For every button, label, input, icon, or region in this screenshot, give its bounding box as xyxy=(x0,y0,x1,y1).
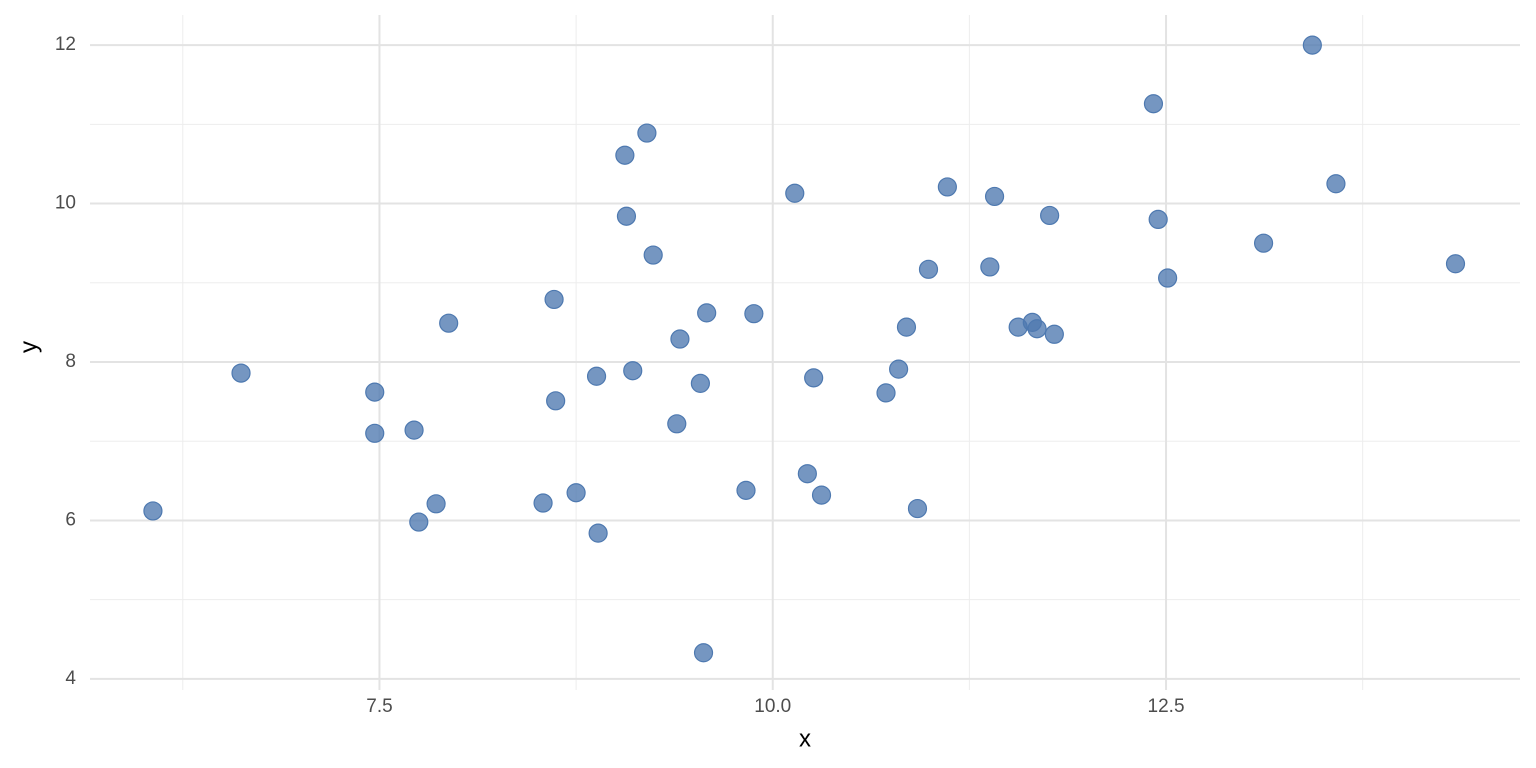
point xyxy=(1148,209,1168,230)
point xyxy=(426,494,446,514)
point xyxy=(439,313,459,333)
point xyxy=(1040,205,1060,226)
point xyxy=(1044,324,1064,344)
point xyxy=(1027,319,1047,339)
point xyxy=(667,414,687,434)
y-tick-label: 10 xyxy=(55,193,76,214)
point xyxy=(231,363,251,383)
point xyxy=(1445,254,1466,274)
point xyxy=(889,359,909,379)
point xyxy=(616,206,637,226)
point xyxy=(637,123,657,143)
point xyxy=(404,420,424,440)
point xyxy=(918,259,939,279)
point xyxy=(1253,233,1274,253)
point xyxy=(615,145,635,165)
point xyxy=(546,391,566,411)
x-tick-label: 12.5 xyxy=(1148,696,1185,717)
point xyxy=(586,366,607,386)
point xyxy=(744,304,764,324)
point xyxy=(365,423,385,443)
point xyxy=(907,498,928,519)
y-tick-label: 4 xyxy=(65,668,76,689)
x-tick-label: 10.0 xyxy=(754,696,791,717)
point xyxy=(365,382,385,402)
point xyxy=(588,523,608,543)
y-tick-label: 8 xyxy=(65,351,76,372)
point xyxy=(804,368,824,388)
y-tick-label: 6 xyxy=(65,509,76,530)
x-tick-label: 7.5 xyxy=(366,696,392,717)
point xyxy=(544,289,564,310)
point xyxy=(670,329,690,349)
point xyxy=(409,512,429,532)
point xyxy=(1302,35,1322,55)
point xyxy=(533,493,553,513)
point xyxy=(697,303,717,323)
grid xyxy=(90,15,1520,690)
point xyxy=(643,245,663,265)
point xyxy=(623,361,643,381)
point xyxy=(785,183,805,203)
y-axis-title: y xyxy=(15,341,42,353)
point xyxy=(690,373,710,393)
point xyxy=(984,186,1005,207)
point xyxy=(937,177,957,197)
point xyxy=(693,643,714,663)
point xyxy=(1143,94,1164,114)
point xyxy=(1158,268,1178,288)
point xyxy=(566,483,586,503)
point xyxy=(896,317,917,337)
x-axis-title: x xyxy=(799,725,811,752)
point xyxy=(797,464,817,484)
point xyxy=(143,501,163,521)
point xyxy=(876,383,896,403)
y-tick-label: 12 xyxy=(55,34,76,55)
points xyxy=(143,35,1466,663)
point xyxy=(811,485,832,505)
point xyxy=(980,257,1000,277)
point xyxy=(1326,174,1346,194)
point xyxy=(736,480,756,500)
